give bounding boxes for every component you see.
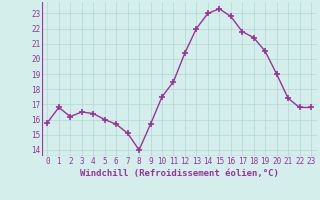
X-axis label: Windchill (Refroidissement éolien,°C): Windchill (Refroidissement éolien,°C): [80, 169, 279, 178]
